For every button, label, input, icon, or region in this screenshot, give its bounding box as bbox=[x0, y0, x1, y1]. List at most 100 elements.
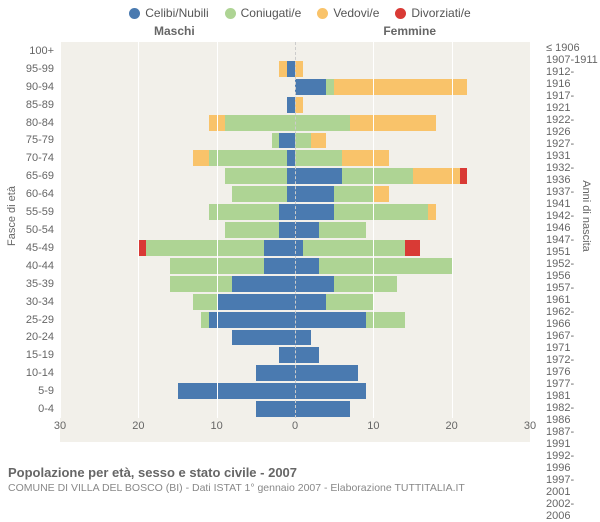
bar-segment bbox=[295, 401, 350, 417]
y-axis-left-title: Fasce di età bbox=[6, 186, 18, 246]
birth-year-label: 1917-1921 bbox=[542, 90, 598, 114]
age-group-label: 80-84 bbox=[2, 114, 58, 132]
female-bar bbox=[295, 168, 467, 184]
bar-segment bbox=[279, 347, 295, 363]
bar-segment bbox=[295, 312, 366, 328]
male-bar bbox=[279, 347, 295, 363]
bar-segment bbox=[217, 294, 295, 310]
female-bar bbox=[295, 150, 389, 166]
birth-year-label: 1982-1986 bbox=[542, 402, 598, 426]
population-pyramid-chart: Celibi/Nubili Coniugati/e Vedovi/e Divorzia… bbox=[0, 0, 600, 500]
male-bar bbox=[232, 330, 295, 346]
male-bar bbox=[232, 186, 295, 202]
bar-segment bbox=[287, 168, 295, 184]
bar-segment bbox=[366, 312, 405, 328]
female-bar bbox=[295, 276, 397, 292]
bar-segment bbox=[138, 240, 146, 256]
female-bar bbox=[295, 294, 373, 310]
bar-segment bbox=[295, 61, 303, 77]
birth-year-label: 1957-1961 bbox=[542, 282, 598, 306]
age-group-label: 90-94 bbox=[2, 78, 58, 96]
bar-segment bbox=[428, 204, 436, 220]
bar-segment bbox=[264, 258, 295, 274]
age-group-label: 30-34 bbox=[2, 293, 58, 311]
female-bar bbox=[295, 312, 405, 328]
x-tick-label: 10 bbox=[211, 420, 223, 432]
bar-segment bbox=[256, 401, 295, 417]
birth-year-label: 1977-1981 bbox=[542, 378, 598, 402]
bar-segment bbox=[295, 133, 311, 149]
bar-segment bbox=[334, 204, 428, 220]
bar-segment bbox=[279, 204, 295, 220]
age-group-label: 65-69 bbox=[2, 167, 58, 185]
x-tick-label: 30 bbox=[524, 420, 536, 432]
bar-segment bbox=[311, 133, 327, 149]
birth-year-label: 1907-1911 bbox=[542, 54, 598, 66]
female-bar bbox=[295, 133, 326, 149]
bar-segment bbox=[295, 294, 326, 310]
bar-segment bbox=[209, 150, 287, 166]
bar-segment bbox=[295, 330, 311, 346]
legend-item: Divorziati/e bbox=[395, 6, 470, 20]
x-tick-label: 10 bbox=[367, 420, 379, 432]
age-group-label: 100+ bbox=[2, 42, 58, 60]
bar-segment bbox=[170, 276, 233, 292]
bar-segment bbox=[295, 168, 342, 184]
male-bar bbox=[279, 61, 295, 77]
bar-segment bbox=[225, 115, 296, 131]
female-bar bbox=[295, 347, 319, 363]
birth-year-label: 1922-1926 bbox=[542, 114, 598, 138]
female-bar bbox=[295, 401, 350, 417]
plot-area: Maschi Femmine bbox=[60, 42, 530, 442]
male-bar bbox=[256, 365, 295, 381]
bar-segment bbox=[326, 79, 334, 95]
x-tick-label: 0 bbox=[292, 420, 298, 432]
legend-label: Coniugati/e bbox=[241, 6, 302, 20]
bar-segment bbox=[342, 150, 389, 166]
birth-year-label: 1962-1966 bbox=[542, 306, 598, 330]
bar-segment bbox=[350, 115, 436, 131]
age-group-label: 40-44 bbox=[2, 257, 58, 275]
legend-label: Divorziati/e bbox=[411, 6, 470, 20]
male-bar bbox=[209, 115, 295, 131]
age-group-label: 0-4 bbox=[2, 400, 58, 418]
legend-item: Celibi/Nubili bbox=[129, 6, 208, 20]
legend-label: Celibi/Nubili bbox=[145, 6, 208, 20]
bar-segment bbox=[342, 168, 413, 184]
bar-segment bbox=[295, 115, 350, 131]
legend-label: Vedovi/e bbox=[333, 6, 379, 20]
bar-segment bbox=[334, 79, 467, 95]
bar-segment bbox=[326, 294, 373, 310]
age-group-label: 25-29 bbox=[2, 311, 58, 329]
birth-year-label: 1992-1996 bbox=[542, 450, 598, 474]
bar-segment bbox=[334, 186, 373, 202]
male-bar bbox=[256, 401, 295, 417]
male-bar bbox=[209, 204, 295, 220]
male-bar bbox=[193, 150, 295, 166]
bar-segment bbox=[295, 204, 334, 220]
birth-year-label: ≤ 1906 bbox=[542, 42, 598, 54]
legend-swatch bbox=[225, 8, 236, 19]
bar-segment bbox=[287, 97, 295, 113]
bar-segment bbox=[373, 186, 389, 202]
bar-segment bbox=[193, 294, 217, 310]
bar-segment bbox=[279, 222, 295, 238]
bar-segment bbox=[232, 186, 287, 202]
age-group-label: 35-39 bbox=[2, 275, 58, 293]
bar-segment bbox=[272, 133, 280, 149]
bar-segment bbox=[295, 383, 366, 399]
bar-segment bbox=[334, 276, 397, 292]
bar-segment bbox=[405, 240, 421, 256]
bar-segment bbox=[178, 383, 296, 399]
bar-segment bbox=[209, 312, 295, 328]
bar-segment bbox=[193, 150, 209, 166]
age-group-label: 10-14 bbox=[2, 364, 58, 382]
birth-year-label: 1927-1931 bbox=[542, 138, 598, 162]
x-tick-label: 20 bbox=[446, 420, 458, 432]
female-bar bbox=[295, 186, 389, 202]
bar-segment bbox=[295, 97, 303, 113]
birth-year-label: 2002-2006 bbox=[542, 498, 598, 522]
male-bar bbox=[170, 258, 295, 274]
bar-segment bbox=[295, 258, 319, 274]
birth-year-label: 1967-1971 bbox=[542, 330, 598, 354]
